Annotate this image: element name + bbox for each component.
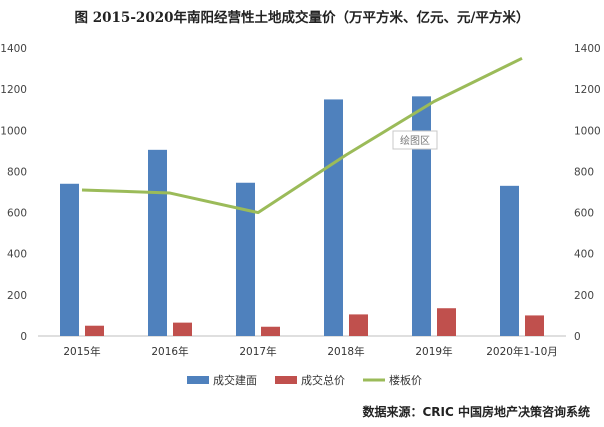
category-label: 2020年1-10月 [486, 345, 558, 358]
y-tick-label: 600 [7, 208, 27, 220]
bar-area [60, 183, 79, 336]
y-tick-label: 800 [7, 166, 27, 178]
bar-amount [85, 325, 104, 336]
y-tick-label: 1400 [0, 43, 27, 55]
y2-tick-label: 600 [574, 208, 594, 220]
y2-tick-label: 1200 [574, 84, 601, 96]
line-price [81, 56, 523, 215]
left-axis: 0 200 400 600 800 1000 1200 1400 [0, 43, 27, 343]
bars [60, 96, 544, 336]
y-tick-label: 0 [20, 331, 27, 343]
bar-amount [261, 326, 280, 336]
plot-area-tooltip-text: 绘图区 [400, 134, 430, 147]
line-series [81, 56, 523, 215]
y2-tick-label: 1400 [574, 43, 601, 55]
y2-tick-label: 1000 [574, 125, 601, 137]
y-tick-label: 400 [7, 249, 27, 261]
bar-amount [349, 314, 368, 336]
bar-area [324, 99, 343, 336]
bar-area [236, 182, 255, 336]
bar-amount [525, 315, 544, 336]
category-labels: 2015年 2016年 2017年 2018年 2019年 2020年1-10月 [63, 345, 557, 358]
y2-tick-label: 0 [574, 331, 581, 343]
category-label: 2017年 [239, 345, 276, 358]
y2-tick-label: 400 [574, 249, 594, 261]
legend-swatch [275, 376, 297, 384]
bar-amount [437, 308, 456, 336]
legend-label: 成交总价 [301, 373, 345, 387]
source-note: 数据来源：CRIC 中国房地产决策咨询系统 [363, 404, 591, 419]
legend-label: 成交建面 [213, 373, 257, 387]
category-label: 2018年 [327, 345, 364, 358]
y-tick-label: 200 [7, 290, 27, 302]
legend-swatch [187, 376, 209, 384]
y2-tick-label: 800 [574, 166, 594, 178]
category-label: 2019年 [415, 345, 452, 358]
bar-area [148, 149, 167, 336]
plot-area-tooltip: 绘图区 [392, 130, 438, 150]
chart-title: 图 2015-2020年南阳经营性土地成交量价（万平方米、亿元、元/平方米） [75, 9, 530, 26]
legend-label: 楼板价 [389, 373, 422, 387]
bar-area [500, 185, 519, 336]
bar-amount [173, 322, 192, 336]
y2-tick-label: 200 [574, 290, 594, 302]
y-tick-label: 1200 [0, 84, 27, 96]
category-label: 2015年 [63, 345, 100, 358]
y-tick-label: 1000 [0, 125, 27, 137]
right-axis: 0 200 400 600 800 1000 1200 1400 [574, 43, 601, 343]
category-label: 2016年 [151, 345, 188, 358]
legend: 成交建面 成交总价 楼板价 [187, 373, 422, 387]
bar-area [412, 96, 431, 336]
